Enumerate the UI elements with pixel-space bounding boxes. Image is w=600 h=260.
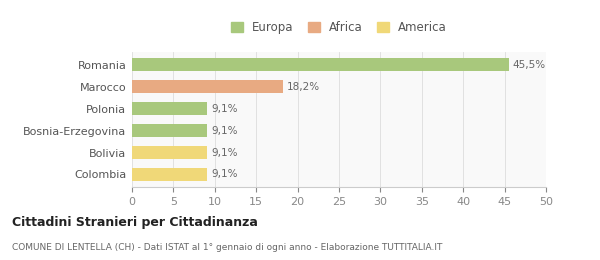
Text: 9,1%: 9,1%: [211, 104, 238, 114]
Text: 9,1%: 9,1%: [211, 170, 238, 179]
Legend: Europa, Africa, America: Europa, Africa, America: [227, 17, 451, 37]
Bar: [132, 80, 283, 93]
Text: Cittadini Stranieri per Cittadinanza: Cittadini Stranieri per Cittadinanza: [12, 216, 258, 229]
Text: 9,1%: 9,1%: [211, 147, 238, 158]
Bar: [132, 58, 509, 71]
Text: 18,2%: 18,2%: [287, 82, 320, 92]
Text: 45,5%: 45,5%: [513, 60, 546, 70]
Text: 9,1%: 9,1%: [211, 126, 238, 135]
Bar: [132, 124, 208, 137]
Bar: [132, 146, 208, 159]
Text: COMUNE DI LENTELLA (CH) - Dati ISTAT al 1° gennaio di ogni anno - Elaborazione T: COMUNE DI LENTELLA (CH) - Dati ISTAT al …: [12, 243, 442, 252]
Bar: [132, 102, 208, 115]
Bar: [132, 168, 208, 181]
